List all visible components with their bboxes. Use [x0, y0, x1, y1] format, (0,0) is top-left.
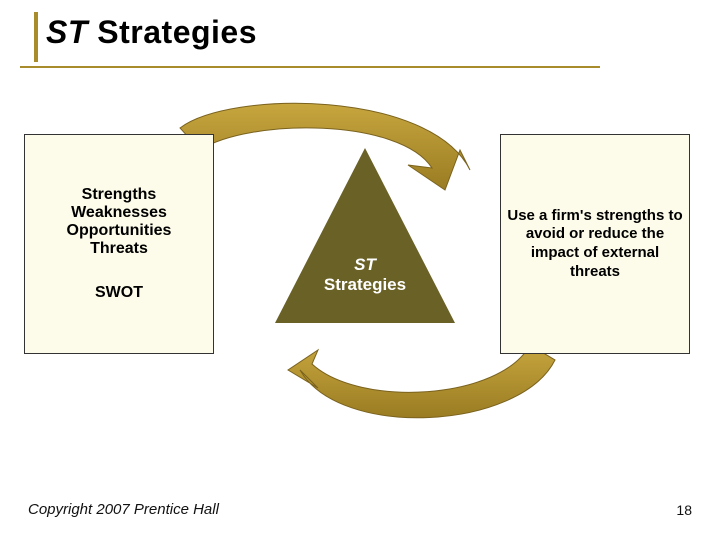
definition-box: Use a firm's strengths to avoid or reduc… [500, 134, 690, 354]
page-number: 18 [676, 502, 692, 518]
copyright-text: Copyright 2007 Prentice Hall [28, 501, 219, 518]
slide: ST Strategies Strengths Weaknesses Oppor… [0, 0, 720, 540]
triangle-line2: Strategies [324, 275, 406, 294]
page-title: ST Strategies [46, 14, 257, 51]
title-accent-bar [34, 12, 38, 62]
definition-text: Use a firm's strengths to avoid or reduc… [507, 207, 683, 282]
swot-line: Opportunities [67, 222, 172, 240]
swot-line: Strengths [82, 186, 157, 204]
triangle-line1: ST [354, 255, 376, 274]
title-underline [20, 66, 600, 68]
swot-line: Weaknesses [71, 204, 167, 222]
title-rest-part: Strategies [88, 14, 257, 50]
swot-caption: SWOT [95, 284, 143, 302]
title-italic-part: ST [46, 14, 88, 50]
strategy-triangle-label: ST Strategies [275, 255, 455, 296]
swot-line: Threats [90, 240, 148, 258]
swot-box: Strengths Weaknesses Opportunities Threa… [24, 134, 214, 354]
strategy-triangle [275, 148, 455, 323]
